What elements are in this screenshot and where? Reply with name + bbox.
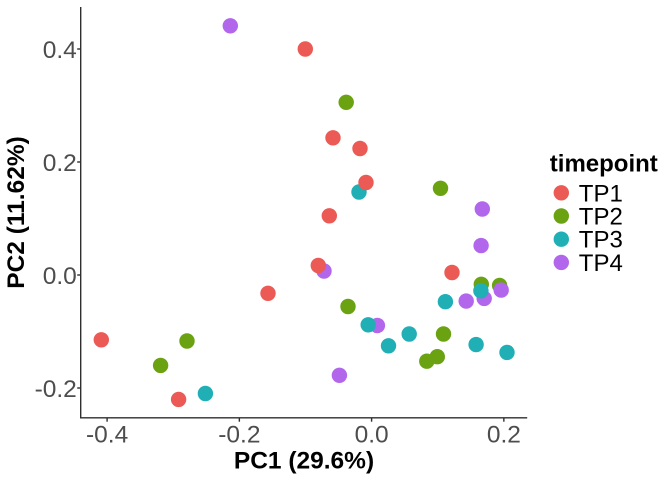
svg-text:TP2: TP2 xyxy=(579,204,623,231)
svg-text:-0.2: -0.2 xyxy=(218,421,260,448)
svg-text:PC2 (11.62%): PC2 (11.62%) xyxy=(3,136,30,289)
svg-text:TP1: TP1 xyxy=(579,180,623,207)
svg-text:PC1 (29.6%): PC1 (29.6%) xyxy=(234,448,374,475)
svg-text:0.4: 0.4 xyxy=(43,37,77,64)
svg-text:0.2: 0.2 xyxy=(487,421,521,448)
svg-text:timepoint: timepoint xyxy=(550,150,658,177)
svg-text:TP3: TP3 xyxy=(579,227,623,254)
svg-text:0.0: 0.0 xyxy=(43,263,77,290)
svg-text:0.0: 0.0 xyxy=(355,421,389,448)
svg-text:-0.4: -0.4 xyxy=(86,421,128,448)
svg-text:0.2: 0.2 xyxy=(43,150,77,177)
svg-text:TP4: TP4 xyxy=(579,250,623,277)
svg-text:-0.2: -0.2 xyxy=(35,376,77,403)
